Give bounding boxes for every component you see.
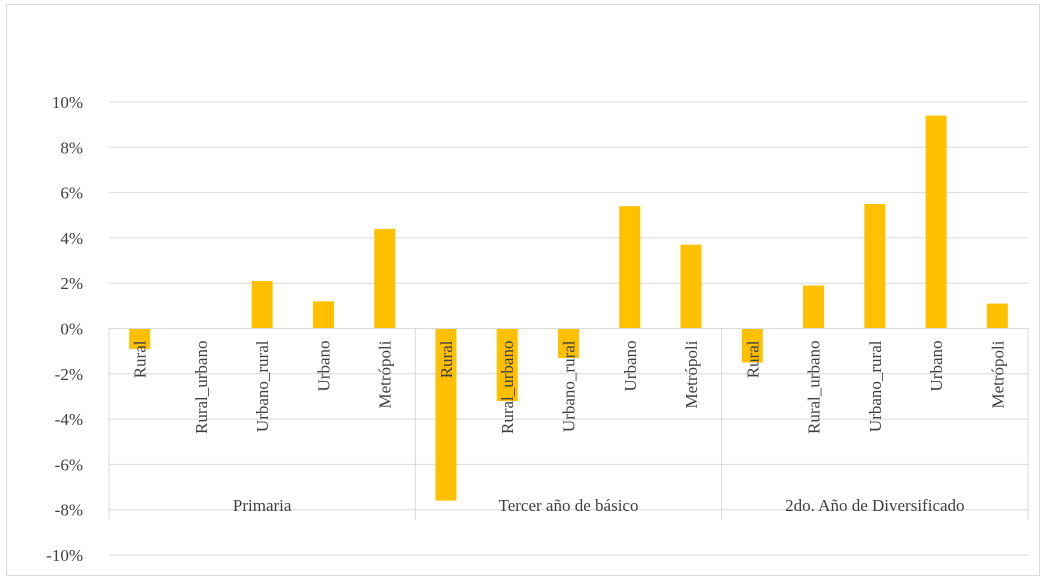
bar — [251, 280, 273, 329]
bar — [129, 328, 151, 349]
category-label: Rural — [437, 340, 456, 378]
category-label: Urbano_rural — [866, 340, 885, 432]
category-label: Urbano_rural — [560, 340, 579, 432]
group-label: Tercer año de básico — [499, 496, 639, 515]
y-tick-label: -4% — [55, 410, 83, 429]
category-label: Metrópoli — [682, 340, 701, 408]
bar — [925, 115, 947, 329]
bar — [558, 328, 579, 358]
category-label: Urbano — [314, 341, 333, 392]
y-tick-label: 0% — [60, 320, 83, 339]
y-tick-label: -10% — [46, 546, 83, 565]
axes — [108, 328, 1029, 520]
bar — [435, 328, 457, 501]
y-tick-label: -8% — [55, 501, 83, 520]
y-tick-label: 6% — [60, 184, 83, 203]
bar — [680, 244, 702, 329]
category-label: Rural_urbano — [498, 341, 517, 434]
y-tick-label: 4% — [60, 229, 83, 248]
category-label: Metrópoli — [988, 340, 1007, 408]
y-tick-label: 2% — [60, 274, 83, 293]
y-tick-label: 10% — [52, 93, 83, 112]
bar — [803, 285, 825, 329]
gridlines — [109, 101, 1028, 556]
y-tick-label: 8% — [60, 138, 83, 157]
group-label: Primaria — [233, 496, 292, 515]
category-label: Rural_urbano — [192, 341, 211, 434]
category-label: Rural — [131, 340, 150, 378]
category-label: Urbano_rural — [253, 340, 272, 432]
bar — [741, 328, 763, 363]
bar — [496, 328, 518, 401]
bar — [986, 303, 1008, 329]
bar — [312, 301, 334, 329]
category-label: Rural — [743, 340, 762, 378]
bar — [374, 228, 396, 329]
bar — [864, 203, 886, 329]
bar — [619, 206, 641, 329]
category-label: Metrópoli — [376, 340, 395, 408]
bars — [129, 115, 1008, 501]
labels: 10% 8% 6% 4% 2% 0% -2% -4% -6% -8% -10% Rural Rural_… — [46, 93, 1007, 565]
y-tick-label: -2% — [55, 365, 83, 384]
group-label: 2do. Año de Diversificado — [785, 496, 964, 515]
category-label: Rural_urbano — [805, 341, 824, 434]
category-label: Urbano — [621, 341, 640, 392]
category-label: Urbano — [927, 341, 946, 392]
y-tick-label: -6% — [55, 455, 83, 474]
